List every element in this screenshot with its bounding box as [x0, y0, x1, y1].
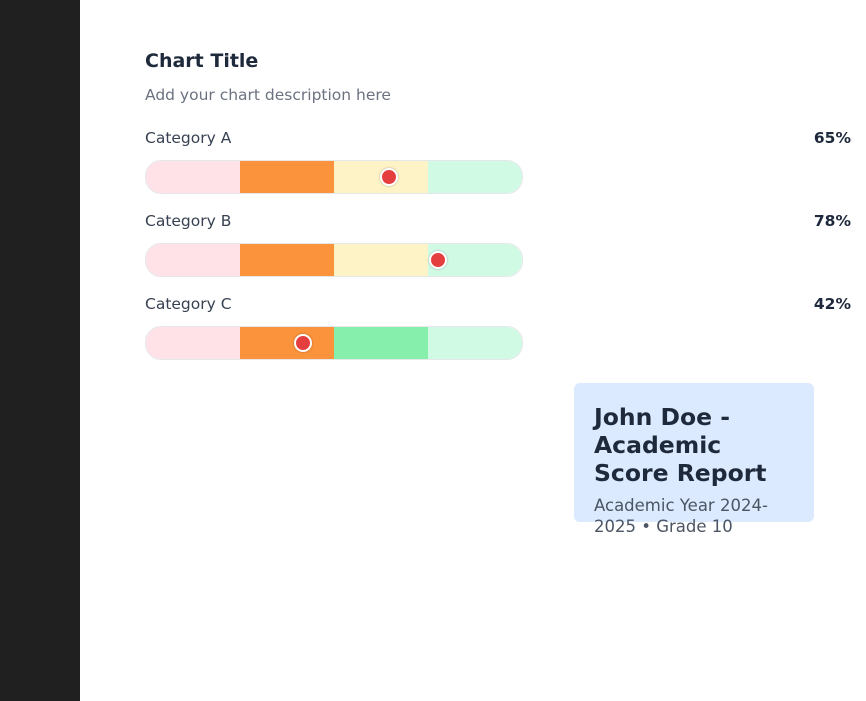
category-value: 78%: [813, 212, 851, 230]
range-band: [334, 327, 428, 359]
chart-description: Add your chart description here: [145, 86, 391, 104]
range-band: [146, 161, 240, 193]
range-band: [334, 244, 428, 276]
info-card-title: John Doe - Academic Score Report: [594, 403, 767, 487]
range-band: [428, 161, 522, 193]
range-band: [146, 327, 240, 359]
value-marker: [429, 251, 448, 269]
range-band: [428, 327, 522, 359]
bullet-track: [145, 160, 523, 194]
category-value: 42%: [813, 295, 851, 313]
category-value: 65%: [813, 129, 851, 147]
range-band: [240, 244, 334, 276]
range-band: [240, 327, 334, 359]
value-marker: [380, 168, 399, 186]
category-label: Category C: [145, 295, 232, 313]
category-label: Category A: [145, 129, 232, 147]
range-band: [146, 244, 240, 276]
info-card-subtitle: Academic Year 2024-2025 • Grade 10: [594, 496, 768, 536]
info-card: John Doe - Academic Score Report Academi…: [574, 383, 814, 536]
range-band: [240, 161, 334, 193]
sidebar: [0, 0, 80, 701]
bullet-track: [145, 326, 523, 360]
value-marker: [293, 334, 312, 352]
chart-title: Chart Title: [145, 50, 259, 72]
main-content: Chart Title Add your chart description h…: [80, 0, 866, 701]
bullet-track: [145, 243, 523, 277]
category-label: Category B: [145, 212, 232, 230]
